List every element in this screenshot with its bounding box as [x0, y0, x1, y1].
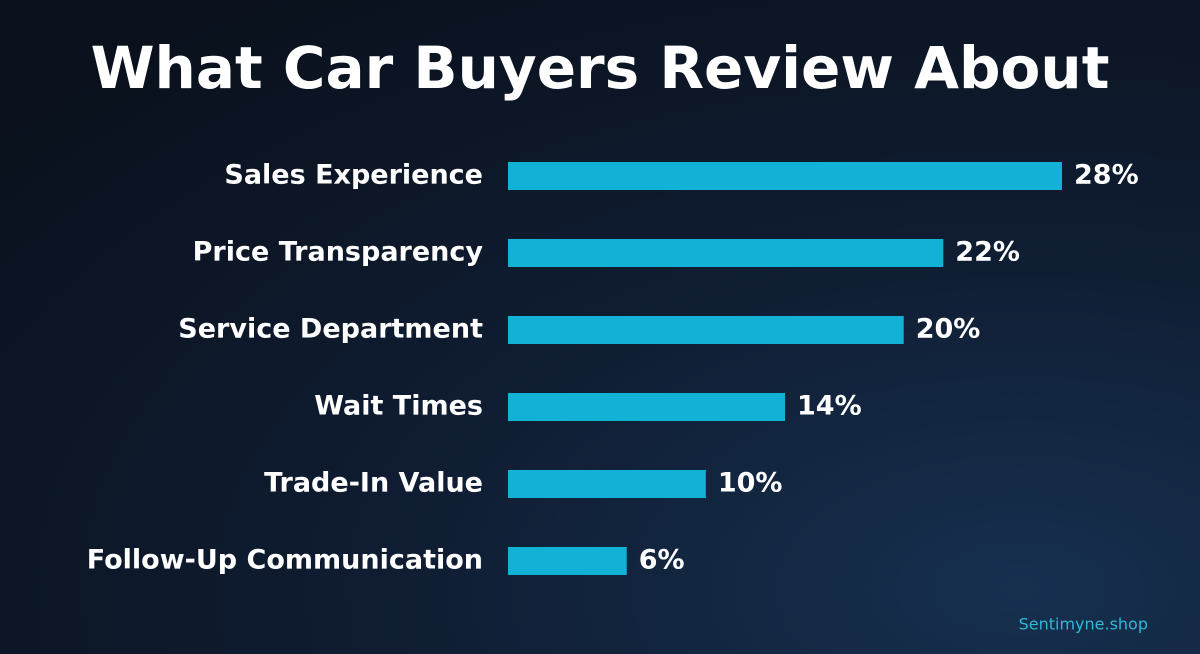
value-label: 20% [916, 314, 981, 345]
category-label: Service Department [178, 314, 483, 345]
category-label: Price Transparency [193, 237, 484, 268]
category-label: Trade-In Value [264, 468, 483, 499]
category-label: Wait Times [314, 391, 483, 422]
bar [508, 316, 904, 344]
value-label: 14% [797, 391, 862, 422]
bar [508, 393, 785, 421]
watermark: Sentimyne.shop [1019, 615, 1148, 634]
bar [508, 162, 1062, 190]
value-label: 10% [718, 468, 783, 499]
bar [508, 470, 706, 498]
value-label: 6% [639, 545, 685, 576]
category-label: Follow-Up Communication [87, 545, 483, 576]
value-label: 22% [955, 237, 1020, 268]
category-label: Sales Experience [224, 160, 483, 191]
bar [508, 239, 944, 267]
value-label: 28% [1074, 160, 1139, 191]
chart-title: What Car Buyers Review About [91, 34, 1110, 102]
bar [508, 547, 627, 575]
